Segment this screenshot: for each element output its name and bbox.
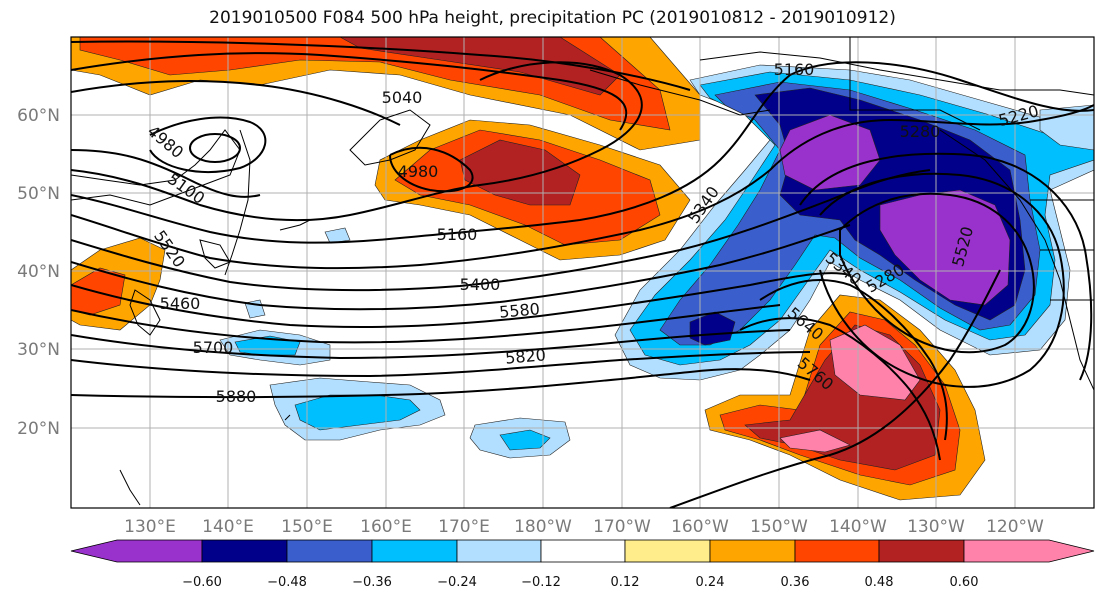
colorbar-segment xyxy=(540,539,626,563)
latitude-labels: 60°N 50°N 40°N 30°N 20°N xyxy=(17,106,60,439)
colorbar-ticks: −0.60 −0.48 −0.36 −0.24 −0.12 0.12 0.24 … xyxy=(182,575,978,590)
lat-label: 30°N xyxy=(17,340,60,360)
colorbar-tick-label: 0.36 xyxy=(781,575,810,590)
colorbar-segment xyxy=(794,539,880,563)
contour-label: 5160 xyxy=(774,60,815,79)
colorbar-segment xyxy=(286,539,373,563)
colorbar-segment xyxy=(371,539,458,563)
contour-label: 5160 xyxy=(437,225,478,244)
colorbar xyxy=(70,539,1095,563)
colorbar-tick-label: −0.60 xyxy=(182,575,222,590)
colorbar-tick-label: −0.12 xyxy=(521,575,561,590)
colorbar-tick-label: 0.48 xyxy=(865,575,894,590)
lat-label: 20°N xyxy=(17,419,60,439)
colorbar-segment xyxy=(456,539,542,563)
contour-label: 5580 xyxy=(498,299,540,321)
colorbar-tick-label: −0.48 xyxy=(267,575,307,590)
height-contours xyxy=(71,40,1094,508)
colorbar-tick-label: −0.24 xyxy=(437,575,477,590)
contour-label: 5040 xyxy=(382,88,423,107)
lon-label: 140°W xyxy=(829,517,887,537)
lon-label: 120°W xyxy=(986,517,1044,537)
lon-label: 130°E xyxy=(124,517,176,537)
lon-label: 140°E xyxy=(202,517,254,537)
colorbar-segment xyxy=(624,539,711,563)
map-frame xyxy=(70,36,1095,509)
contour-label: 5700 xyxy=(193,338,234,357)
colorbar-tick-label: −0.36 xyxy=(352,575,392,590)
contour-label: 5820 xyxy=(504,345,546,367)
colorbar-segment xyxy=(963,539,1095,563)
lon-label: 160°W xyxy=(671,517,729,537)
map-title: 2019010500 F084 500 hPa height, precipit… xyxy=(209,8,896,28)
colorbar-segment xyxy=(70,539,203,563)
lon-label: 160°E xyxy=(360,517,412,537)
contour-label: 5880 xyxy=(216,387,257,406)
lon-label: 180°W xyxy=(514,517,572,537)
contour-label: 5400 xyxy=(460,275,501,294)
lon-label: 130°W xyxy=(907,517,965,537)
colorbar-tick-label: 0.24 xyxy=(696,575,725,590)
lat-label: 40°N xyxy=(17,262,60,282)
colorbar-segment xyxy=(201,539,288,563)
colorbar-segment xyxy=(709,539,796,563)
colorbar-tick-label: 0.12 xyxy=(611,575,640,590)
lon-label: 150°E xyxy=(281,517,333,537)
contour-label: 5460 xyxy=(160,294,201,313)
graticule xyxy=(71,37,1094,508)
lon-label: 170°E xyxy=(438,517,490,537)
colorbar-segment xyxy=(878,539,965,563)
longitude-labels: 130°E 140°E 150°E 160°E 170°E 180°W 170°… xyxy=(124,517,1044,537)
colorbar-tick-label: 0.60 xyxy=(950,575,979,590)
lat-label: 60°N xyxy=(17,106,60,126)
contour-label: 4980 xyxy=(398,162,439,181)
lat-label: 50°N xyxy=(17,184,60,204)
lon-label: 150°W xyxy=(750,517,808,537)
contour-label: 5280 xyxy=(900,122,941,141)
lon-label: 170°W xyxy=(593,517,651,537)
